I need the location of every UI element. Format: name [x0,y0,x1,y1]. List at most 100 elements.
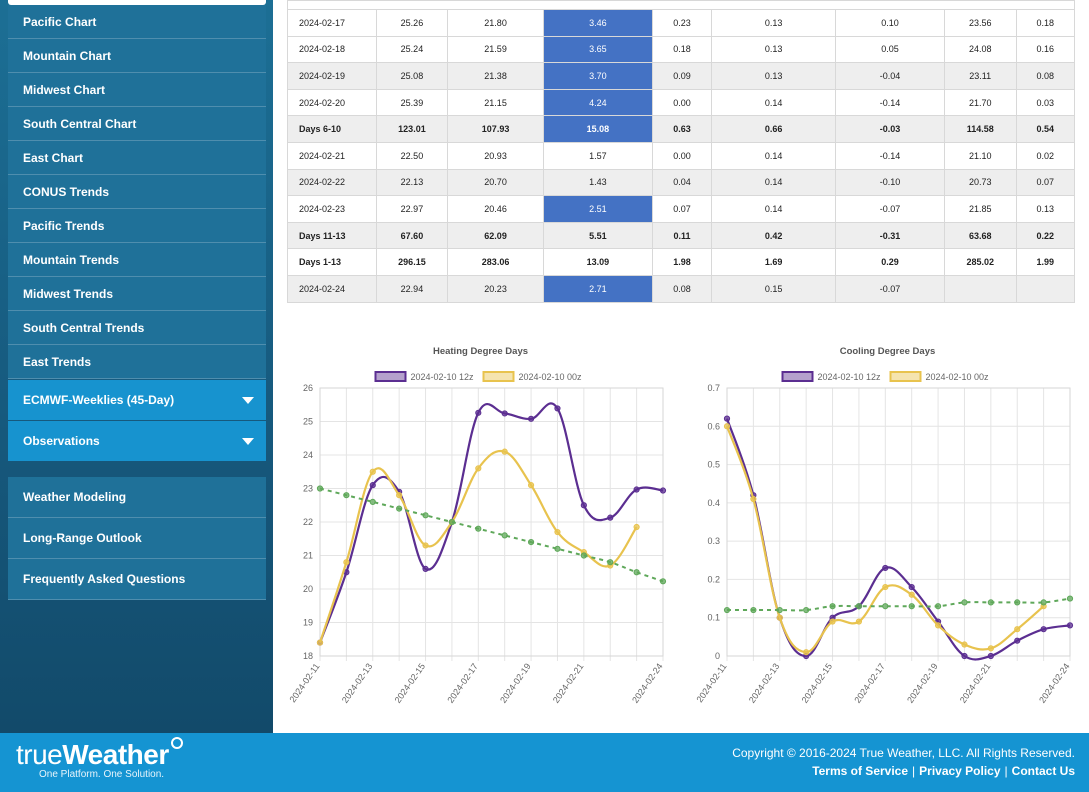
data-point[interactable] [987,645,994,652]
data-point[interactable] [882,603,889,610]
data-point[interactable] [527,482,535,489]
data-point[interactable] [580,502,587,509]
legend-label[interactable]: 2024-02-10 12z [818,372,882,382]
contact-us-link[interactable]: Contact Us [1011,764,1075,778]
data-point[interactable] [369,468,376,475]
data-point[interactable] [961,652,968,660]
data-point[interactable] [422,512,429,519]
sidebar-item-south-central-trends[interactable]: South Central Trends [8,311,266,345]
data-point[interactable] [1014,626,1021,633]
data-point[interactable] [501,448,508,455]
data-point[interactable] [633,523,640,531]
data-point[interactable] [723,423,731,430]
data-point[interactable] [633,486,640,493]
table-cell: 2.51 [542,195,653,223]
data-point[interactable] [659,578,667,585]
sidebar-item-weather-modeling[interactable]: Weather Modeling [8,477,266,518]
data-point[interactable] [316,639,324,646]
sidebar-group-observations[interactable]: Observations [8,421,266,461]
privacy-policy-link[interactable]: Privacy Policy [919,764,1001,778]
data-point[interactable] [961,641,968,648]
data-point[interactable] [554,405,561,412]
data-point[interactable] [908,583,915,591]
legend-swatch[interactable] [482,371,515,382]
data-point[interactable] [750,495,757,503]
data-point[interactable] [369,482,376,489]
sidebar-item-midwest-trends[interactable]: Midwest Trends [8,277,266,311]
data-point[interactable] [908,603,915,610]
data-point[interactable] [1014,637,1021,644]
data-point[interactable] [633,569,640,576]
data-point[interactable] [343,559,350,566]
data-point[interactable] [369,498,376,505]
data-point[interactable] [882,583,889,591]
data-point[interactable] [422,565,429,572]
data-point[interactable] [607,514,614,521]
data-point[interactable] [1040,626,1047,633]
sidebar-item-south-central-chart[interactable]: South Central Chart [8,107,266,141]
data-point[interactable] [803,649,810,656]
trueweather-logo[interactable]: trueWeather [16,737,183,771]
data-point[interactable] [855,618,863,625]
data-point[interactable] [882,564,889,572]
legend-label[interactable]: 2024-02-10 00z [519,372,583,382]
data-point[interactable] [343,492,350,499]
data-point[interactable] [396,492,403,499]
data-point[interactable] [396,505,403,512]
legend-label[interactable]: 2024-02-10 12z [411,372,475,382]
data-point[interactable] [934,603,942,610]
data-point[interactable] [475,465,482,472]
data-point[interactable] [829,603,836,610]
data-point[interactable] [776,606,783,614]
data-point[interactable] [580,552,587,559]
legend-label[interactable]: 2024-02-10 00z [926,372,990,382]
data-point[interactable] [723,415,731,422]
data-point[interactable] [750,606,757,614]
table-cell: -0.14 [835,88,945,117]
data-point[interactable] [855,603,863,610]
data-point[interactable] [829,618,836,625]
sidebar-item-east-trends[interactable]: East Trends [8,345,266,379]
data-point[interactable] [475,525,482,532]
sidebar-group-ecmwf-weeklies[interactable]: ECMWF-Weeklies (45-Day) [8,380,266,420]
data-point[interactable] [554,545,561,552]
data-point[interactable] [1066,622,1074,629]
legend-swatch[interactable] [781,371,814,382]
data-point[interactable] [987,652,994,660]
data-point[interactable] [908,591,915,598]
data-point[interactable] [659,487,667,494]
legend-swatch[interactable] [889,371,922,382]
sidebar-item-pacific-trends[interactable]: Pacific Trends [8,209,266,243]
data-point[interactable] [1040,599,1047,606]
data-point[interactable] [776,614,783,621]
data-point[interactable] [501,532,508,539]
data-point[interactable] [527,539,535,546]
data-point[interactable] [961,599,968,606]
data-point[interactable] [316,485,324,492]
data-point[interactable] [501,410,508,417]
data-point[interactable] [1014,599,1021,606]
data-point[interactable] [554,528,561,536]
data-point[interactable] [475,409,482,416]
table-cell: 25.39 [375,88,449,117]
data-point[interactable] [448,518,456,526]
sidebar-item-east-chart[interactable]: East Chart [8,141,266,175]
terms-of-service-link[interactable]: Terms of Service [812,764,909,778]
legend-swatch[interactable] [374,371,407,382]
data-point[interactable] [934,622,942,629]
data-point[interactable] [1066,595,1074,602]
sidebar-item-long-range-outlook[interactable]: Long-Range Outlook [8,518,266,559]
sidebar-item-pacific-chart[interactable]: Pacific Chart [8,5,266,39]
data-point[interactable] [527,415,535,422]
sidebar-item-conus-trends[interactable]: CONUS Trends [8,175,266,209]
data-point[interactable] [987,599,994,606]
sidebar-item-midwest-chart[interactable]: Midwest Chart [8,73,266,107]
data-point[interactable] [723,606,731,614]
data-point[interactable] [607,559,614,566]
sidebar-item-mountain-chart[interactable]: Mountain Chart [8,39,266,73]
sidebar-item-mountain-trends[interactable]: Mountain Trends [8,243,266,277]
data-point[interactable] [803,606,810,614]
table-cell: 0.08 [1015,62,1075,90]
sidebar-item-faq[interactable]: Frequently Asked Questions [8,559,266,600]
data-point[interactable] [422,542,429,549]
